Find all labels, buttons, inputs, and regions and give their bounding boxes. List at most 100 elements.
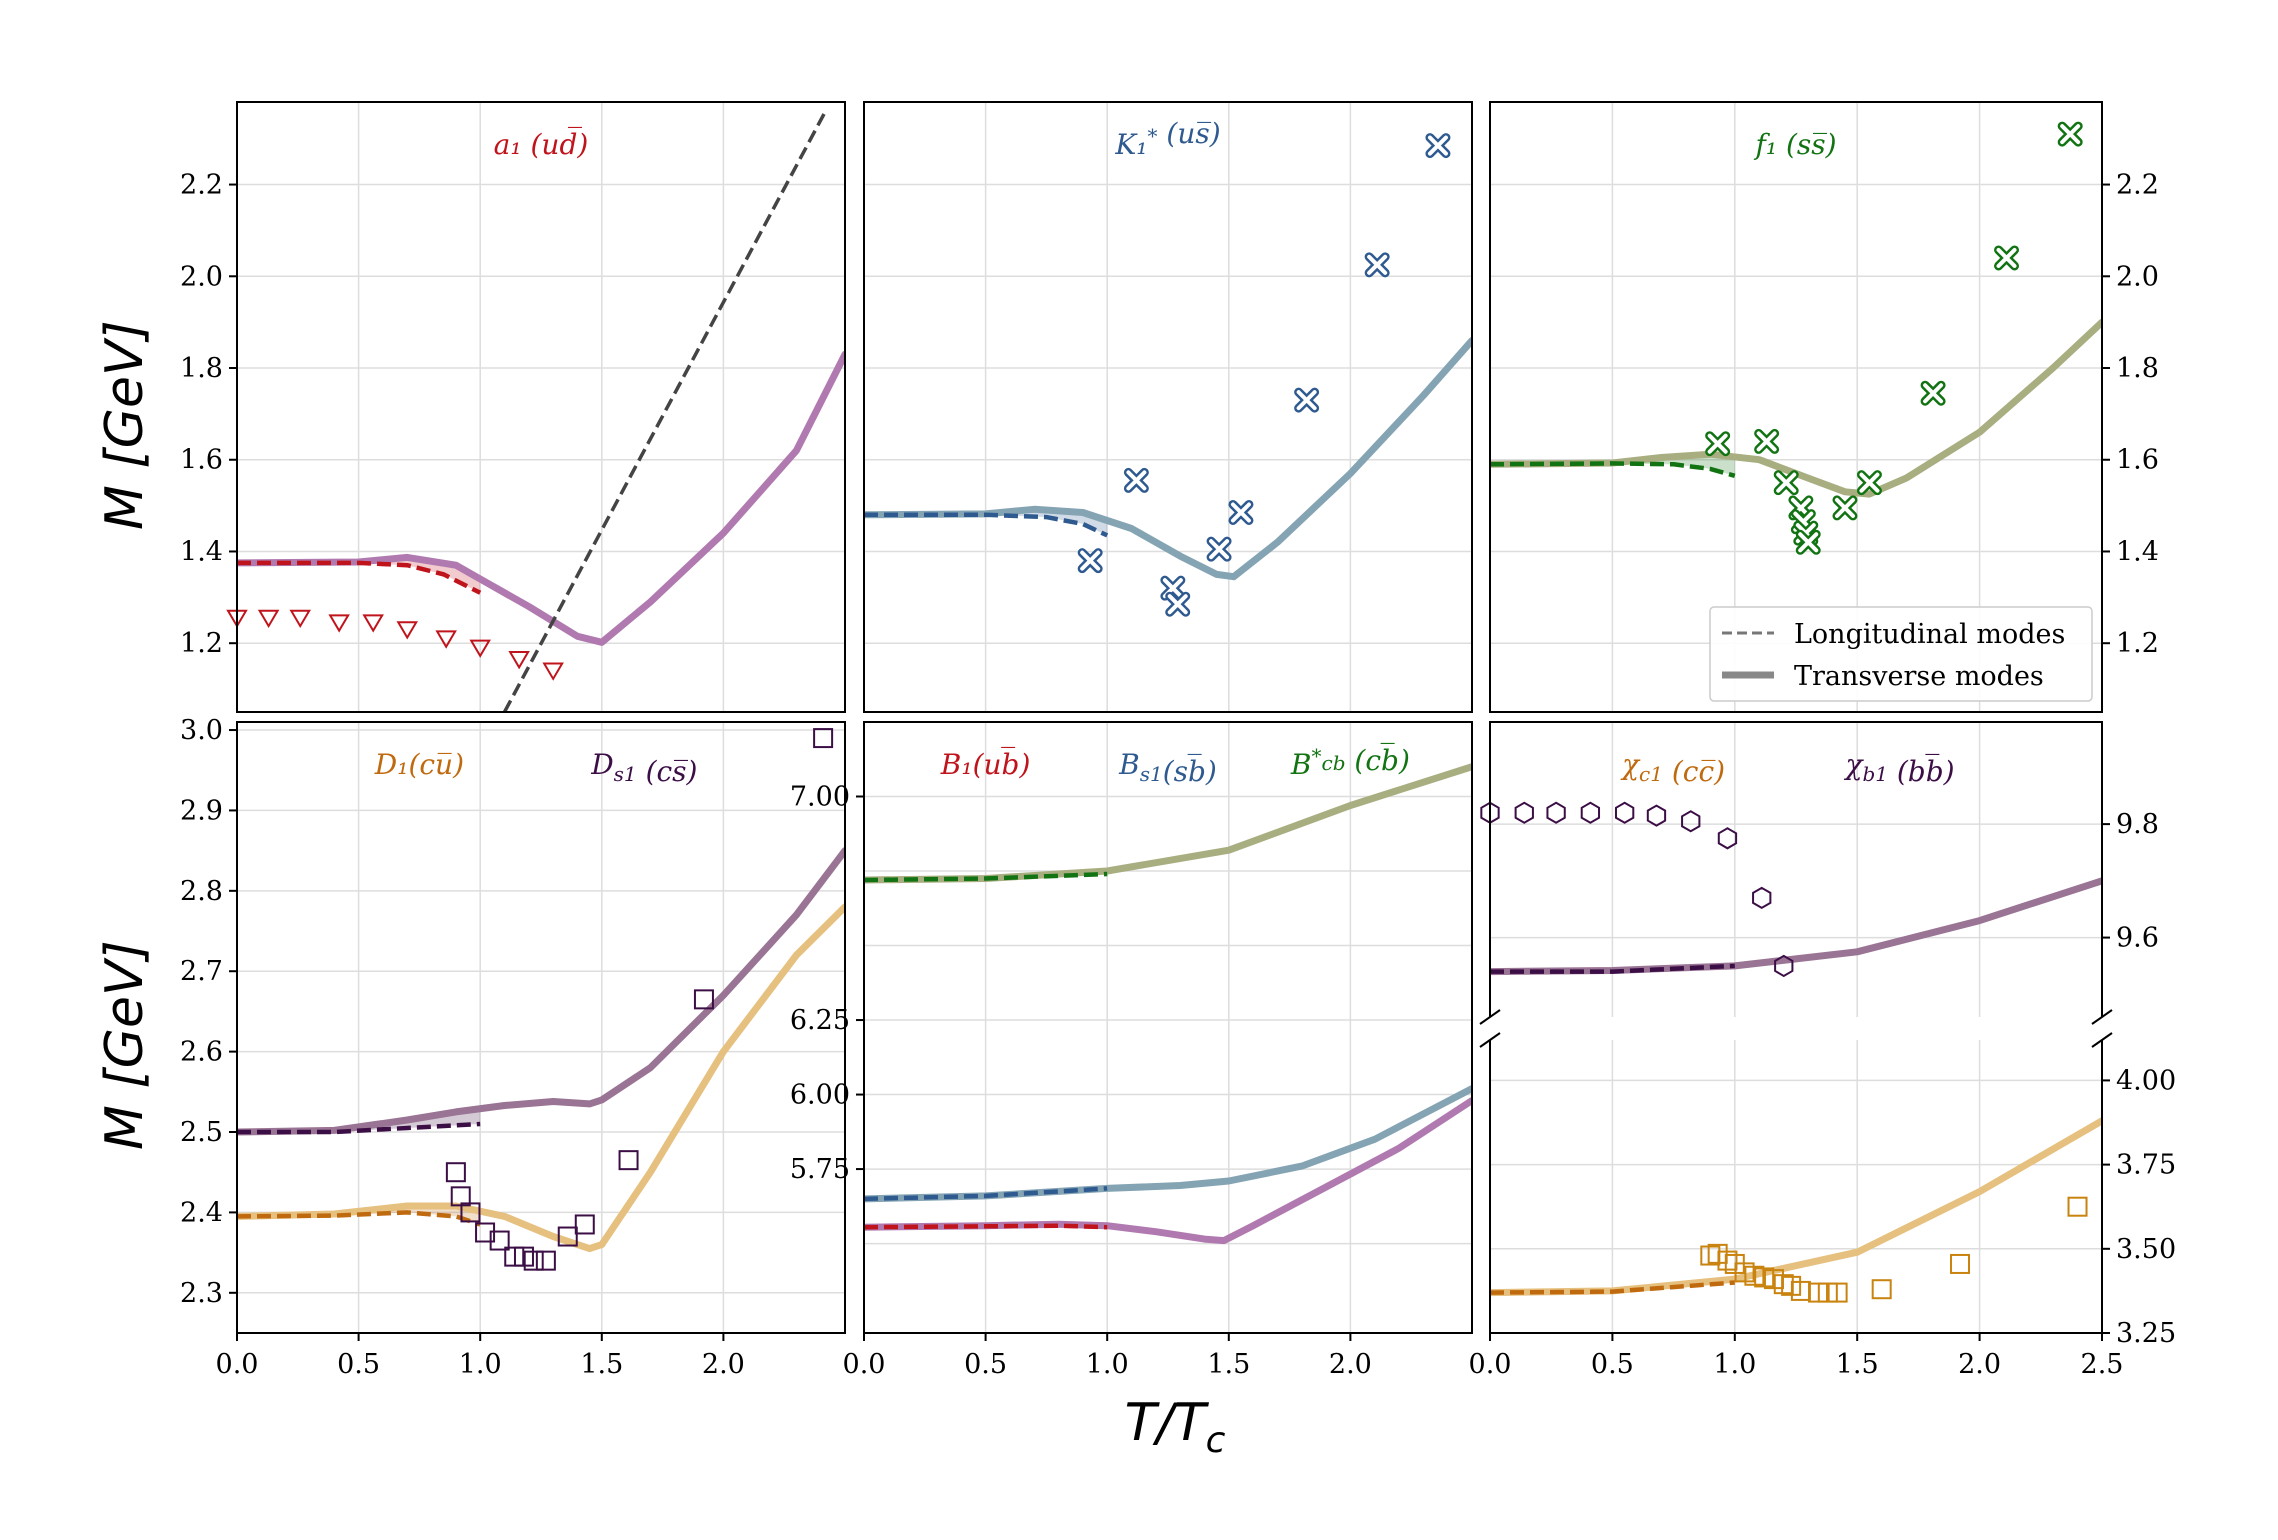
data-marker xyxy=(574,1214,595,1235)
transverse-mode-line xyxy=(1490,318,2102,498)
x-tick-label: 2.0 xyxy=(702,1349,745,1380)
legend-box xyxy=(1709,606,2093,702)
panel-label: Ds1 (cs̅) xyxy=(590,748,697,788)
y-tick-label: 2.7 xyxy=(180,956,223,987)
data-marker-inner xyxy=(1996,247,2017,268)
panel-label-part: D₁ xyxy=(374,748,409,781)
data-marker xyxy=(445,1162,466,1183)
y-tick-label: 2.0 xyxy=(180,261,223,292)
panel-label-part: (cs̅) xyxy=(637,755,698,788)
x-axis-title-main: T/T xyxy=(1125,1393,1210,1453)
y-tick-label: 6.00 xyxy=(790,1080,850,1111)
longitudinal-mode-line xyxy=(237,560,482,595)
data-marker-inner xyxy=(1707,433,1728,454)
y-tick-label: 2.6 xyxy=(180,1037,223,1068)
data-marker-inner xyxy=(1296,390,1317,411)
longitudinal-mode-line xyxy=(864,871,1108,883)
x-tick-label: 1.5 xyxy=(1836,1349,1879,1380)
plot-area-bottom-left xyxy=(237,722,845,1333)
data-marker xyxy=(1950,1253,1971,1274)
axis-break-mark xyxy=(2091,1009,2113,1025)
panel-label-part: (ss̅) xyxy=(1777,128,1837,161)
y-tick-label: 1.2 xyxy=(180,628,223,659)
y-tick-label: 2.3 xyxy=(180,1278,223,1309)
x-tick-label: 0.0 xyxy=(843,1349,886,1380)
panel-frame xyxy=(1489,101,2103,713)
data-marker xyxy=(1546,801,1566,824)
y-tick-label: 4.00 xyxy=(2116,1065,2176,1096)
longitudinal-mode-line xyxy=(1490,461,1736,478)
data-marker xyxy=(1681,810,1701,833)
x-tick-label: 1.0 xyxy=(459,1349,502,1380)
panel-label-part: (cu̅) xyxy=(408,748,464,781)
data-marker xyxy=(1514,801,1534,824)
y-tick-label: 3.50 xyxy=(2116,1234,2176,1265)
y-tick-label: 2.2 xyxy=(2116,170,2159,201)
x-tick-label: 2.0 xyxy=(1329,1349,1372,1380)
panel-label-part: K₁ xyxy=(1114,128,1147,161)
panel-frame xyxy=(236,721,846,1334)
panel-label-part: (ud̅) xyxy=(522,127,589,161)
data-marker xyxy=(542,662,564,681)
data-marker-inner xyxy=(1798,532,1819,553)
y-tick-label: 3.25 xyxy=(2116,1318,2176,1349)
data-marker xyxy=(523,1250,544,1271)
y-tick-label: 1.8 xyxy=(2116,353,2159,384)
data-marker xyxy=(508,651,530,670)
panel-top-left: 1.2 1.4 1.6 1.8 2.0 2.2 a₁ (ud̅) xyxy=(180,101,846,713)
panel-label-part: B₁ xyxy=(940,748,973,781)
panel-label: χb1 (bb̅) xyxy=(1843,748,1954,788)
axis-break-mark xyxy=(1479,1032,1501,1048)
x-tick-label: 0.0 xyxy=(216,1349,259,1380)
panel-label: B₁(ub̅) xyxy=(940,747,1031,781)
panel-label-part: B xyxy=(1290,748,1312,781)
plot-area-top-middle xyxy=(864,102,1472,712)
y-tick-label: 1.2 xyxy=(2116,628,2159,659)
x-tick-label: 0.5 xyxy=(1591,1349,1634,1380)
data-marker-inner xyxy=(1209,539,1230,560)
panel-label: D₁(cu̅) xyxy=(374,748,464,781)
transverse-mode-line xyxy=(237,350,845,646)
panel-frame xyxy=(236,101,846,713)
data-marker xyxy=(469,639,491,658)
legend-transverse-label: Transverse modes xyxy=(1794,661,2044,692)
y-tick-label: 1.8 xyxy=(180,353,223,384)
data-marker xyxy=(1580,801,1601,824)
panel-label-part: b1 xyxy=(1862,762,1888,786)
y-tick-label: 1.4 xyxy=(2116,536,2159,567)
y-tick-label: 2.2 xyxy=(180,170,223,201)
data-marker xyxy=(2067,1196,2088,1217)
data-marker-inner xyxy=(1427,135,1448,156)
y-axis-title-top-text: M [GeV] xyxy=(95,320,155,530)
y-tick-label: 7.00 xyxy=(790,782,850,813)
y-axis-title-bottom-text: M [GeV] xyxy=(95,940,155,1150)
plot-area-top-left xyxy=(237,102,845,712)
y-tick-label: 3.0 xyxy=(180,715,223,746)
data-marker xyxy=(693,989,714,1010)
y-tick-label: 1.6 xyxy=(180,445,223,476)
longitudinal-mode-line xyxy=(864,1186,1108,1202)
data-marker-inner xyxy=(1923,383,1944,404)
panel-label-part: (cc̅) xyxy=(1663,755,1725,788)
axis-break-mark xyxy=(2091,1032,2113,1048)
longitudinal-mode-line xyxy=(1490,1280,1735,1295)
panel-label-part: s1 xyxy=(614,762,637,786)
data-marker xyxy=(257,609,280,629)
panel-label-part: χ xyxy=(1843,748,1864,781)
panel-bottom-left: 2.3 2.4 2.5 2.6 2.7 2.8 2.9 3.0 0.0 0.5 1.0 1.5 2.0 D… xyxy=(180,715,846,1380)
panel-bottom-right: 9.6 9.8 3.25 3.50 3.75 4.00 0.0 0.5 1.0 1.5 2.0 2.5… xyxy=(1469,721,2176,1380)
data-marker xyxy=(489,1230,510,1251)
x-tick-label: 2.0 xyxy=(1958,1349,2001,1380)
data-marker-inner xyxy=(1776,472,1797,493)
panel-label-part: c1 xyxy=(1639,762,1663,786)
longitudinal-mode-line xyxy=(237,1121,481,1135)
uncertainty-band xyxy=(237,1205,481,1225)
panel-label-part: (cb̅) xyxy=(1346,743,1410,777)
transverse-mode-line xyxy=(864,1085,1472,1203)
x-tick-label: 1.0 xyxy=(1086,1349,1129,1380)
panel-label-part: (us̅) xyxy=(1158,117,1221,150)
y-tick-label: 2.4 xyxy=(180,1197,223,1228)
plot-area-bottom-right xyxy=(1490,722,2102,1333)
panel-bottom-middle: 5.75 6.00 6.25 7.00 0.0 0.5 1.0 1.5 2.0 B₁(ub̅) Bs… xyxy=(790,721,1473,1380)
